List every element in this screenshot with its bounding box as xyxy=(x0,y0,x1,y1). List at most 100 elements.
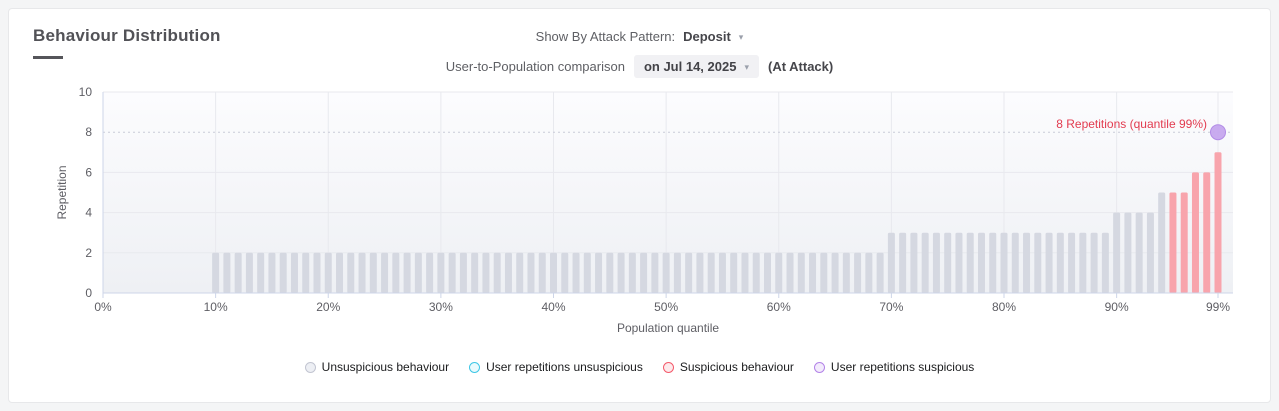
legend-item-user-repetitions-suspicious[interactable]: User repetitions suspicious xyxy=(813,360,975,374)
unsuspicious-bar xyxy=(358,252,366,293)
suspicious-bar xyxy=(1169,192,1177,293)
comparison-suffix: (At Attack) xyxy=(767,59,834,74)
unsuspicious-bar xyxy=(673,252,681,293)
legend-label: Suspicious behaviour xyxy=(679,360,794,374)
unsuspicious-bar xyxy=(910,232,918,293)
unsuspicious-bar xyxy=(1045,232,1053,293)
unsuspicious-bar xyxy=(572,252,580,293)
unsuspicious-bar xyxy=(516,252,524,293)
x-tick-label: 50% xyxy=(654,300,678,314)
legend-item-user-repetitions-unsuspicious[interactable]: User repetitions unsuspicious xyxy=(469,360,643,374)
unsuspicious-bar xyxy=(369,252,377,293)
legend-label: Unsuspicious behaviour xyxy=(321,360,450,374)
x-tick-label: 60% xyxy=(767,300,791,314)
suspicious-bar xyxy=(1191,172,1199,293)
unsuspicious-bar xyxy=(403,252,411,293)
unsuspicious-bar xyxy=(876,252,884,293)
unsuspicious-bar xyxy=(662,252,670,293)
unsuspicious-bar xyxy=(820,252,828,293)
x-tick-label: 90% xyxy=(1105,300,1129,314)
y-tick-label: 10 xyxy=(79,85,93,99)
attack-pattern-value[interactable]: Deposit xyxy=(683,29,731,44)
unsuspicious-bar xyxy=(471,252,479,293)
panel-title: Behaviour Distribution xyxy=(33,26,221,45)
legend-label: User repetitions suspicious xyxy=(830,360,975,374)
unsuspicious-bar xyxy=(752,252,760,293)
unsuspicious-bar xyxy=(887,232,895,293)
unsuspicious-bar xyxy=(932,232,940,293)
unsuspicious-bar xyxy=(437,252,445,293)
unsuspicious-bar xyxy=(426,252,434,293)
unsuspicious-bar xyxy=(1023,232,1031,293)
unsuspicious-bar xyxy=(482,252,490,293)
x-tick-label: 0% xyxy=(94,300,112,314)
unsuspicious-bar xyxy=(786,252,794,293)
legend-marker-icon xyxy=(304,361,316,373)
x-tick-label: 40% xyxy=(541,300,565,314)
unsuspicious-bar xyxy=(1158,192,1166,293)
unsuspicious-bar xyxy=(493,252,501,293)
comparison-label: User-to-Population comparison xyxy=(445,59,625,74)
y-tick-label: 0 xyxy=(85,286,92,300)
x-axis-title: Population quantile xyxy=(617,321,719,335)
y-tick-label: 2 xyxy=(85,246,92,260)
y-tick-label: 8 xyxy=(85,125,92,139)
user-repetition-marker xyxy=(1210,124,1226,141)
unsuspicious-bar xyxy=(775,252,783,293)
unsuspicious-bar xyxy=(583,252,591,293)
unsuspicious-bar xyxy=(324,252,332,293)
unsuspicious-bar xyxy=(1079,232,1087,293)
unsuspicious-bar xyxy=(944,232,952,293)
unsuspicious-bar xyxy=(302,252,310,293)
unsuspicious-bar xyxy=(842,252,850,293)
unsuspicious-bar xyxy=(538,252,546,293)
unsuspicious-bar xyxy=(1124,212,1132,293)
unsuspicious-bar xyxy=(989,232,997,293)
legend-item-unsuspicious-behaviour[interactable]: Unsuspicious behaviour xyxy=(304,360,450,374)
legend-marker-icon xyxy=(469,361,481,373)
legend-label: User repetitions unsuspicious xyxy=(486,360,643,374)
caret-down-icon: ▾ xyxy=(744,62,749,72)
y-tick-label: 6 xyxy=(85,165,92,179)
attack-pattern-label: Show By Attack Pattern: xyxy=(535,29,676,44)
unsuspicious-bar xyxy=(268,252,276,293)
unsuspicious-bar xyxy=(809,252,817,293)
unsuspicious-bar xyxy=(448,252,456,293)
caret-down-icon[interactable]: ▾ xyxy=(738,32,744,42)
unsuspicious-bar xyxy=(865,252,873,293)
unsuspicious-bar xyxy=(640,252,648,293)
unsuspicious-bar xyxy=(617,252,625,293)
unsuspicious-bar xyxy=(685,252,693,293)
unsuspicious-bar xyxy=(718,252,726,293)
unsuspicious-bar xyxy=(1068,232,1076,293)
unsuspicious-bar xyxy=(392,252,400,293)
unsuspicious-bar xyxy=(628,252,636,293)
unsuspicious-bar xyxy=(977,232,985,293)
unsuspicious-bar xyxy=(763,252,771,293)
unsuspicious-bar xyxy=(921,232,929,293)
comparison-date-select[interactable]: on Jul 14, 2025 ▾ xyxy=(633,55,759,78)
unsuspicious-bar xyxy=(1146,212,1154,293)
unsuspicious-bar xyxy=(347,252,355,293)
unsuspicious-bar xyxy=(279,252,287,293)
unsuspicious-bar xyxy=(381,252,389,293)
unsuspicious-bar xyxy=(696,252,704,293)
x-tick-label: 30% xyxy=(429,300,453,314)
unsuspicious-bar xyxy=(955,232,963,293)
x-tick-label: 70% xyxy=(879,300,903,314)
unsuspicious-bar xyxy=(313,252,321,293)
unsuspicious-bar xyxy=(741,252,749,293)
unsuspicious-bar xyxy=(336,252,344,293)
unsuspicious-bar xyxy=(707,252,715,293)
unsuspicious-bar xyxy=(504,252,512,293)
suspicious-bar xyxy=(1214,152,1222,293)
unsuspicious-bar xyxy=(290,252,298,293)
unsuspicious-bar xyxy=(561,252,569,293)
y-axis-title: Repetition xyxy=(55,165,69,219)
user-marker-annotation: 8 Repetitions (quantile 99%) xyxy=(1056,117,1207,131)
unsuspicious-bar xyxy=(1113,212,1121,293)
unsuspicious-bar xyxy=(1000,232,1008,293)
attack-pattern-control: Show By Attack Pattern: Deposit ▾ xyxy=(0,29,1279,44)
legend-item-suspicious-behaviour[interactable]: Suspicious behaviour xyxy=(662,360,794,374)
x-tick-label: 99% xyxy=(1206,300,1230,314)
